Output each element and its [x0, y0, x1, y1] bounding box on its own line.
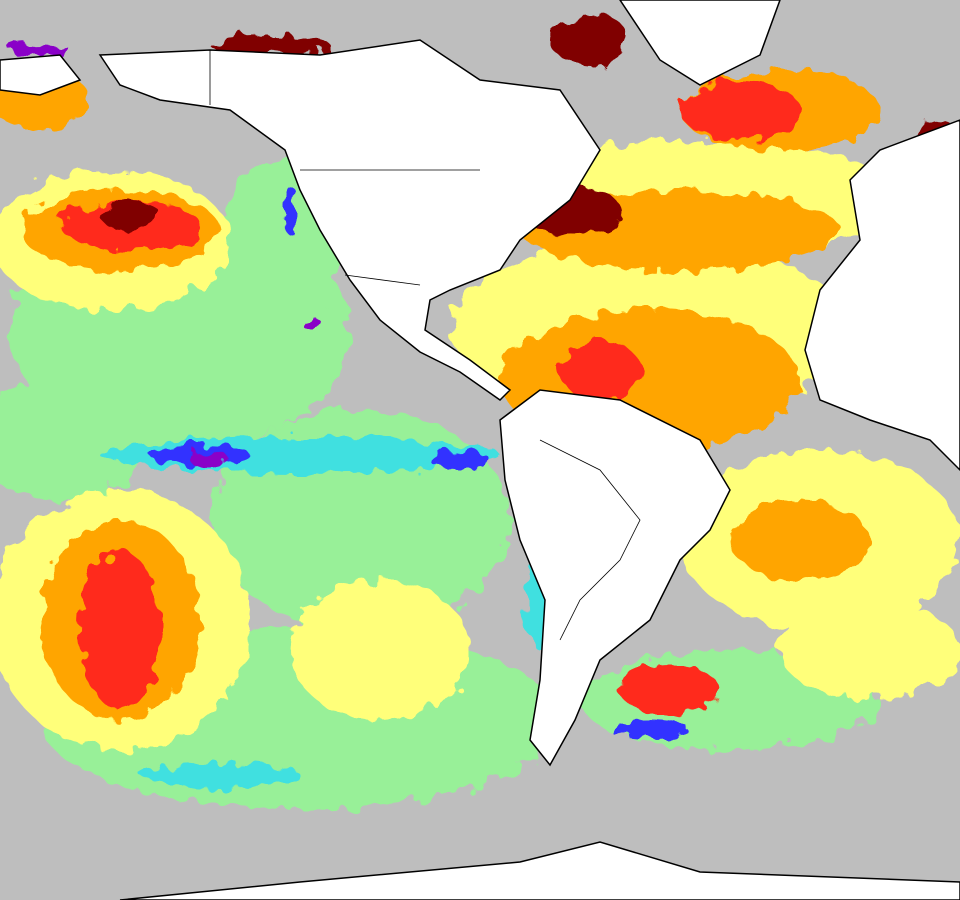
siberia — [0, 54, 82, 96]
north-america — [98, 39, 601, 401]
greenland — [619, 0, 781, 86]
us-mexico-border — [344, 274, 421, 286]
africa-europe — [804, 119, 960, 472]
antarctica — [119, 841, 960, 900]
purple-anomaly — [10, 44, 320, 468]
south-america-borders — [539, 439, 641, 641]
south-america — [499, 389, 731, 767]
anomaly-patches — [0, 15, 960, 810]
